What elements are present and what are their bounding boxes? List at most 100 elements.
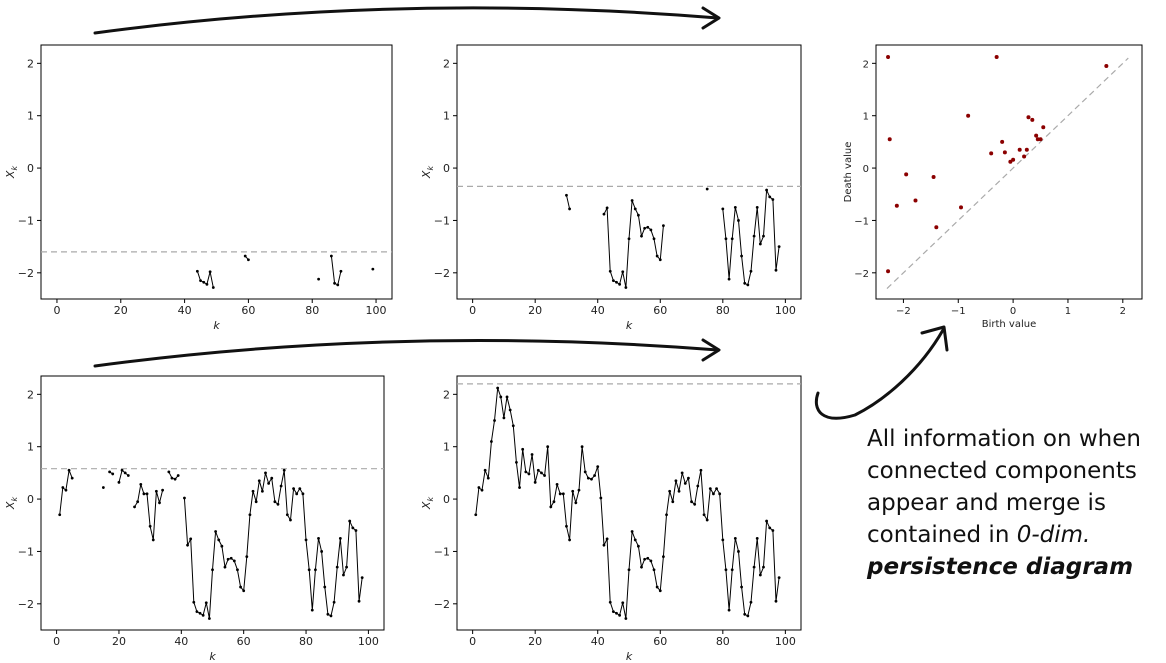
data-point xyxy=(652,237,656,241)
data-point xyxy=(499,395,503,399)
y-tick-label: 2 xyxy=(443,388,450,401)
y-tick-label: −1 xyxy=(18,545,34,558)
caption-line-5: persistence diagram xyxy=(867,554,1134,580)
chart-sublevel-2: 0 20 40 60 80 100 −2 −1 0 1 2 k Xk xyxy=(420,44,802,332)
data-point xyxy=(768,526,772,530)
diagram-point xyxy=(959,205,964,210)
diagram-point xyxy=(886,55,891,60)
data-point xyxy=(148,524,152,528)
data-point xyxy=(282,468,286,472)
data-point xyxy=(621,601,625,605)
data-point xyxy=(727,608,731,612)
diagram-point xyxy=(989,151,994,156)
data-point xyxy=(198,611,202,615)
data-point xyxy=(154,489,158,493)
data-point xyxy=(307,568,311,572)
x-axis-label: k xyxy=(626,650,633,663)
data-point xyxy=(730,568,734,572)
data-point xyxy=(624,286,628,289)
chart-sublevel-1: 0 20 40 60 80 100 −2 −1 0 1 2 k Xk xyxy=(4,44,393,332)
data-point xyxy=(186,543,189,547)
diagram-point xyxy=(1008,159,1013,164)
diagram-point xyxy=(1030,117,1035,122)
data-point xyxy=(123,471,127,475)
x-tick-label: 0 xyxy=(469,304,476,317)
data-point xyxy=(715,487,718,490)
data-point xyxy=(540,471,543,475)
data-point xyxy=(310,608,314,612)
data-point xyxy=(295,492,299,496)
data-point xyxy=(627,237,631,241)
x-tick-label: 100 xyxy=(366,304,387,317)
data-point xyxy=(643,226,647,230)
y-tick-label: 0 xyxy=(27,493,34,506)
data-point xyxy=(205,282,209,286)
data-point xyxy=(546,445,550,449)
data-point xyxy=(602,543,606,547)
x-tick-label: 40 xyxy=(174,635,188,648)
data-point xyxy=(652,568,656,572)
data-point xyxy=(658,589,662,593)
data-point xyxy=(574,501,578,505)
data-point xyxy=(211,286,215,289)
y-tick-label: 0 xyxy=(443,493,450,506)
data-point xyxy=(477,486,481,489)
caption-line-4-plain: contained in xyxy=(867,522,1017,548)
y-tick-label: 0 xyxy=(443,162,450,175)
data-point xyxy=(242,589,246,593)
data-point xyxy=(699,468,703,472)
data-point xyxy=(718,492,722,496)
data-point xyxy=(120,468,124,472)
diagram-point xyxy=(1000,139,1005,144)
arrowhead-icon xyxy=(920,325,949,352)
data-point xyxy=(480,488,484,492)
data-point xyxy=(167,470,171,474)
data-point xyxy=(320,550,324,553)
data-point xyxy=(254,500,258,504)
data-point xyxy=(755,205,759,209)
data-point xyxy=(762,565,765,569)
x-tick-label: 40 xyxy=(178,304,192,317)
diagram-point xyxy=(1002,150,1007,155)
data-point xyxy=(136,500,140,504)
data-point xyxy=(239,585,242,589)
data-point xyxy=(552,500,556,504)
data-point xyxy=(611,610,615,614)
diagram-point xyxy=(931,174,936,179)
data-point xyxy=(145,492,149,496)
x-tick-label: 60 xyxy=(241,304,255,317)
data-point xyxy=(577,488,581,492)
arrow-to-diagram xyxy=(814,328,945,420)
transition-arrows xyxy=(93,6,949,420)
y-tick-label: −1 xyxy=(434,545,450,558)
data-point xyxy=(765,519,768,523)
data-point xyxy=(133,505,136,509)
data-point xyxy=(646,225,650,229)
diagram-point xyxy=(1038,137,1043,142)
data-point xyxy=(326,612,330,616)
data-point xyxy=(336,283,340,287)
x-tick-label: 20 xyxy=(528,635,542,648)
data-point xyxy=(558,492,562,496)
data-point xyxy=(565,193,568,197)
y-tick-label: 2 xyxy=(443,57,450,70)
diagram-point xyxy=(887,137,892,142)
arrow-middle xyxy=(93,339,720,368)
data-point xyxy=(640,565,643,569)
data-point xyxy=(170,476,174,480)
data-point xyxy=(702,513,706,517)
x-tick-label: 0 xyxy=(53,304,60,317)
diagram-point xyxy=(994,55,999,60)
x-tick-label: −2 xyxy=(896,306,911,317)
data-point xyxy=(565,524,568,528)
chart-sublevel-4: 0 20 40 60 80 100 −2 −1 0 1 2 k Xk xyxy=(420,375,802,663)
caption-text: All information on when connected compon… xyxy=(867,423,1166,583)
data-point xyxy=(279,484,283,488)
data-point xyxy=(64,488,68,492)
data-point xyxy=(505,395,509,399)
y-tick-label: 1 xyxy=(443,110,450,123)
data-point xyxy=(630,530,634,533)
data-point xyxy=(611,279,615,283)
x-tick-label: −1 xyxy=(951,306,966,317)
plot-frame xyxy=(40,375,385,631)
